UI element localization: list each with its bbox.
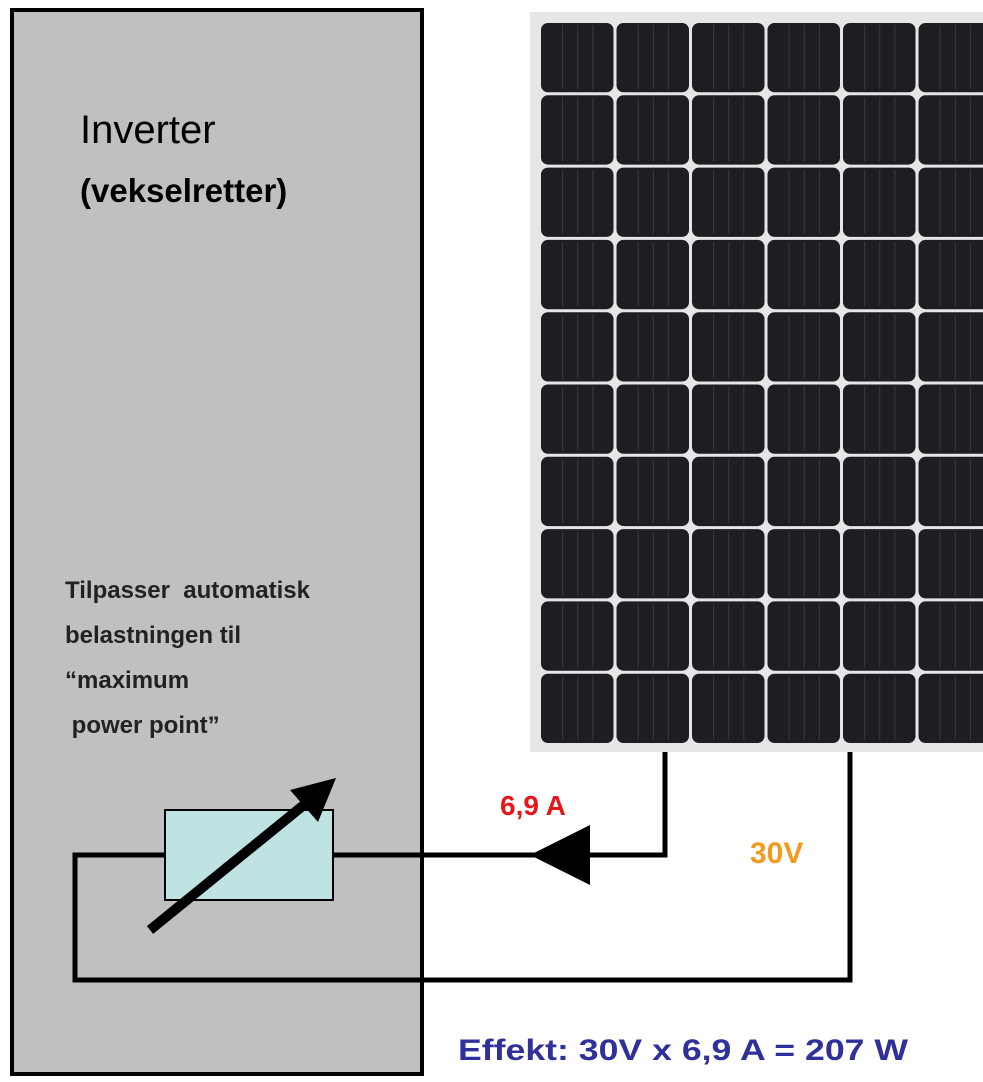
- subtitle: (vekselretter): [80, 172, 287, 209]
- solar-panel: [530, 12, 983, 752]
- cell: [918, 23, 983, 93]
- cell: [918, 239, 983, 310]
- note-line: power point”: [65, 712, 220, 739]
- note-line: Tilpasser automatisk: [65, 577, 311, 604]
- current-arrow: [530, 825, 590, 885]
- variable-arrowhead: [290, 778, 336, 822]
- variable-arrow: [146, 796, 314, 934]
- wire-plus: [333, 752, 668, 858]
- cell: [918, 384, 983, 454]
- note: Tilpasser automatisk belastningen til “m…: [65, 577, 311, 739]
- cell: [918, 601, 983, 671]
- note-line: “maximum: [65, 667, 189, 694]
- cell: [918, 312, 983, 382]
- title: Inverter: [80, 108, 216, 152]
- cell: [918, 95, 983, 165]
- power-label: Effekt: 30V x 6,9 A = 207 W: [458, 1034, 909, 1067]
- note-line: belastningen til: [65, 622, 241, 649]
- cell: [918, 673, 983, 743]
- voltage-label: 30V: [750, 837, 803, 870]
- current-label: 6,9 A: [500, 790, 566, 821]
- cell: [918, 529, 983, 599]
- wire-minus: [72, 752, 853, 983]
- cell: [918, 456, 983, 527]
- cell: [918, 167, 983, 237]
- wires: [72, 752, 853, 983]
